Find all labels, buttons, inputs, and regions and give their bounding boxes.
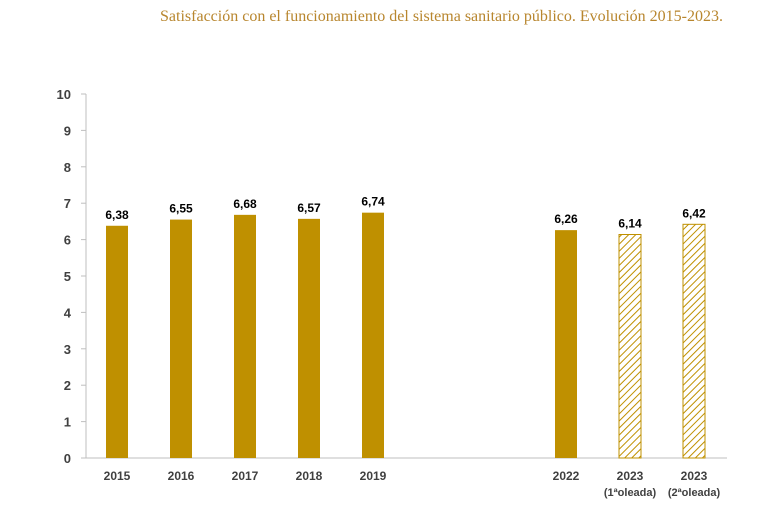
x-tick-label: 2017	[232, 469, 259, 483]
data-label: 6,74	[361, 195, 385, 209]
x-tick-sublabel: (1ªoleada)	[604, 487, 657, 499]
x-tick-label: 2023	[681, 469, 708, 483]
y-tick-label: 3	[64, 342, 71, 357]
y-tick-label: 4	[64, 305, 72, 320]
x-tick-label: 2016	[168, 469, 195, 483]
y-tick-label: 5	[64, 269, 71, 284]
data-label: 6,55	[169, 202, 193, 216]
x-tick-sublabel: (2ªoleada)	[668, 487, 721, 499]
bar-2022	[555, 230, 577, 458]
data-label: 6,38	[105, 208, 129, 222]
bar-2017	[234, 214, 256, 458]
bar-2023-2	[682, 223, 706, 459]
y-tick-label: 10	[57, 87, 71, 102]
y-tick-label: 8	[64, 160, 71, 175]
labels: 6,38 2015 6,55 2016 6,68 2017 6,57 2018 6,74 2019…	[104, 195, 721, 499]
x-tick-label: 2022	[553, 469, 580, 483]
data-label: 6,57	[297, 201, 321, 215]
bar-2015	[106, 225, 128, 458]
y-tick-label: 7	[64, 196, 71, 211]
bar-2019	[362, 212, 384, 458]
x-tick-label: 2015	[104, 469, 131, 483]
x-tick-label: 2018	[296, 469, 323, 483]
axes: 0 1 2 3 4 5 6 7 8 9 10	[57, 87, 727, 466]
bar-2016	[170, 219, 192, 458]
data-label: 6,68	[233, 197, 257, 211]
y-tick-label: 1	[64, 415, 71, 430]
data-label: 6,26	[554, 212, 578, 226]
x-tick-label: 2019	[360, 469, 387, 483]
bar-2023-1	[618, 234, 642, 459]
data-label: 6,42	[682, 206, 706, 220]
y-tick-label: 2	[64, 378, 71, 393]
bars	[106, 212, 706, 459]
y-tick-label: 0	[64, 451, 71, 466]
x-tick-label: 2023	[617, 469, 644, 483]
data-label: 6,14	[618, 217, 642, 231]
bar-2018	[298, 218, 320, 458]
chart-title: Satisfacción con el funcionamiento del s…	[160, 8, 723, 25]
y-tick-label: 9	[64, 123, 71, 138]
y-tick-label: 6	[64, 233, 71, 248]
